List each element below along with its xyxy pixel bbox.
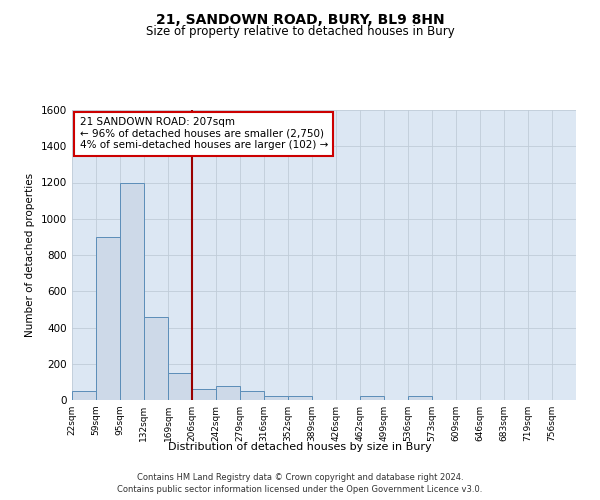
- Text: Size of property relative to detached houses in Bury: Size of property relative to detached ho…: [146, 25, 454, 38]
- Text: Contains public sector information licensed under the Open Government Licence v3: Contains public sector information licen…: [118, 485, 482, 494]
- Text: Distribution of detached houses by size in Bury: Distribution of detached houses by size …: [168, 442, 432, 452]
- Text: 21 SANDOWN ROAD: 207sqm
← 96% of detached houses are smaller (2,750)
4% of semi-: 21 SANDOWN ROAD: 207sqm ← 96% of detache…: [80, 117, 328, 150]
- Y-axis label: Number of detached properties: Number of detached properties: [25, 173, 35, 337]
- Text: 21, SANDOWN ROAD, BURY, BL9 8HN: 21, SANDOWN ROAD, BURY, BL9 8HN: [155, 12, 445, 26]
- Bar: [359, 396, 384, 400]
- Text: Contains HM Land Registry data © Crown copyright and database right 2024.: Contains HM Land Registry data © Crown c…: [137, 472, 463, 482]
- Bar: [240, 391, 264, 400]
- Bar: [144, 316, 168, 400]
- Bar: [216, 386, 240, 400]
- Bar: [168, 373, 192, 400]
- Bar: [72, 391, 96, 400]
- Bar: [192, 389, 217, 400]
- Bar: [408, 396, 432, 400]
- Bar: [120, 182, 144, 400]
- Bar: [96, 237, 121, 400]
- Bar: [288, 396, 312, 400]
- Bar: [264, 396, 289, 400]
